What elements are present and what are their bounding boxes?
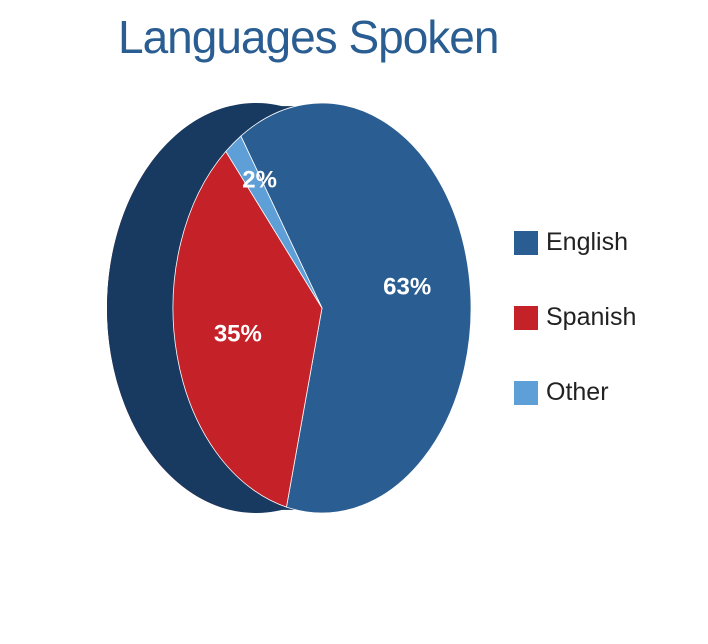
chart-title: Languages Spoken [118,11,499,63]
pie-slice-english [240,102,472,514]
pie-slice-other [225,135,323,309]
legend-item-other: Other [514,355,636,430]
legend-item-spanish: Spanish [514,280,636,355]
slice-label-english: 63% [383,274,431,301]
pie-slice-spanish [172,150,323,508]
pie-labels: 63% 35% 2% [214,167,431,348]
legend-swatch-english [514,230,538,255]
slice-label-other: 2% [242,167,277,194]
pie-side-band [107,106,297,510]
legend: English Spanish Other [514,205,636,430]
legend-swatch-spanish [514,305,538,330]
legend-label-english: English [546,228,628,256]
pie-slices [172,102,472,514]
legend-swatch-other [514,380,538,405]
legend-item-english: English [514,205,636,280]
legend-label-spanish: Spanish [546,303,637,331]
slice-label-spanish: 35% [214,320,262,347]
legend-label-other: Other [546,378,609,406]
